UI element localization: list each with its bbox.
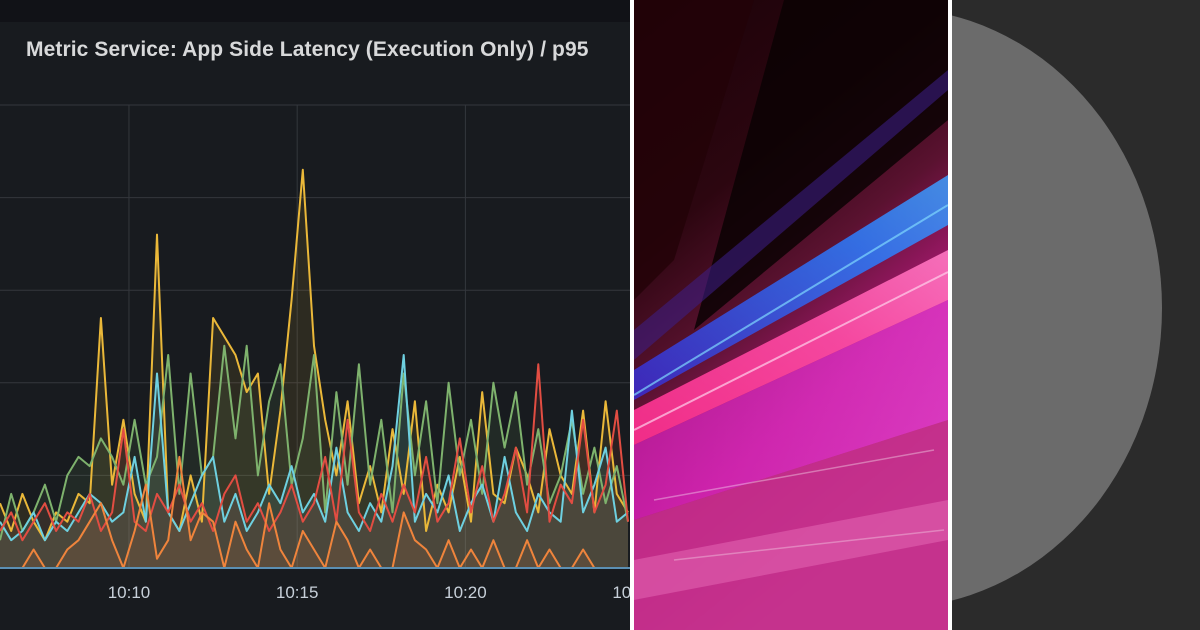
series-line-1 <box>0 168 629 542</box>
light-streak-photo <box>634 0 948 630</box>
x-tick-label: 10:15 <box>276 583 319 602</box>
light-streak-image <box>634 0 948 630</box>
panel-title: Metric Service: App Side Latency (Execut… <box>26 38 589 61</box>
chart-panel: Metric Service: App Side Latency (Execut… <box>0 0 630 630</box>
gray-disc-panel <box>952 0 1200 630</box>
gray-disc <box>952 8 1162 608</box>
series-line-4 <box>0 363 629 542</box>
x-tick-label: 10:10 <box>108 583 151 602</box>
panel-header-band <box>0 0 630 22</box>
x-tick-label: 10:20 <box>444 583 487 602</box>
series-line-3 <box>0 354 629 542</box>
series-line-5 <box>0 455 628 569</box>
latency-line-chart: 10:10 10:15 10:20 10:25 <box>0 104 630 602</box>
x-tick-label: 10:25 <box>612 583 630 602</box>
series-line-2 <box>0 344 629 541</box>
